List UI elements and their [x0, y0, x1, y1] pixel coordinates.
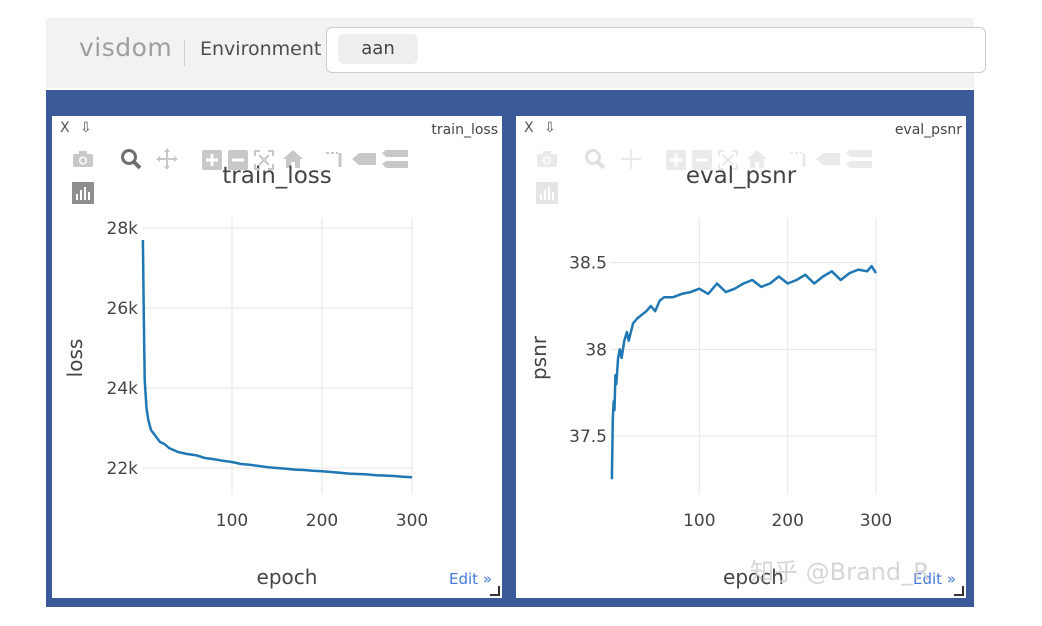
- hover-closest-icon[interactable]: [352, 152, 376, 166]
- series-line[interactable]: [141, 239, 413, 479]
- zoom-in-icon[interactable]: [202, 150, 222, 170]
- y-tick-label: 24k: [107, 379, 139, 399]
- hover-compare-icon[interactable]: [846, 149, 872, 169]
- plot-modebar: [68, 146, 488, 206]
- environment-tag[interactable]: aan: [338, 34, 418, 64]
- plot-pane-eval-psnr: X ⇩ eval_psnr: [516, 116, 966, 598]
- x-tick-label: 300: [860, 511, 892, 531]
- x-tick-label: 200: [771, 511, 803, 531]
- app-brand[interactable]: visdom: [79, 33, 173, 62]
- environment-label: Environment: [200, 38, 322, 60]
- pan-icon[interactable]: [156, 148, 178, 170]
- x-tick-label: 200: [306, 511, 338, 531]
- line-plot[interactable]: train_loss 100 200 300 22k 24k 26k 28k epoch loss: [52, 116, 502, 598]
- workspace: X ⇩ train_loss: [46, 90, 974, 607]
- autoscale-icon[interactable]: [254, 150, 274, 170]
- plot-modebar: [532, 146, 952, 206]
- home-icon[interactable]: [746, 149, 768, 169]
- camera-icon[interactable]: [536, 150, 558, 168]
- zoom-icon[interactable]: [584, 148, 606, 170]
- y-tick-label: 22k: [107, 459, 139, 479]
- zoom-out-icon[interactable]: [228, 150, 248, 170]
- plotly-logo-icon[interactable]: [72, 182, 94, 204]
- y-axis-title: loss: [63, 339, 87, 378]
- hover-closest-icon[interactable]: [816, 152, 840, 166]
- chart-title: train_loss: [222, 163, 331, 189]
- series-line[interactable]: [610, 264, 878, 480]
- close-pane-icon[interactable]: X: [524, 120, 534, 136]
- pane-window-label: train_loss: [431, 122, 498, 138]
- resize-handle-icon[interactable]: [490, 586, 500, 596]
- y-tick-label: 28k: [107, 219, 139, 239]
- x-tick-label: 100: [683, 511, 715, 531]
- download-icon[interactable]: ⇩: [80, 120, 92, 136]
- resize-handle-icon[interactable]: [954, 586, 964, 596]
- y-tick-label: 26k: [107, 299, 139, 319]
- close-pane-icon[interactable]: X: [60, 120, 70, 136]
- camera-icon[interactable]: [72, 150, 94, 168]
- spike-lines-icon[interactable]: [324, 150, 344, 170]
- home-icon[interactable]: [282, 149, 304, 169]
- zoom-icon[interactable]: [120, 148, 142, 170]
- line-plot[interactable]: eval_psnr 100 200 300 37.5 38 38.5 epoch psnr: [516, 116, 966, 598]
- spike-lines-icon[interactable]: [788, 150, 808, 170]
- zoom-in-icon[interactable]: [666, 150, 686, 170]
- x-tick-label: 100: [216, 511, 248, 531]
- zoom-out-icon[interactable]: [692, 150, 712, 170]
- chart-title: eval_psnr: [686, 163, 797, 189]
- y-tick-label: 38.5: [569, 254, 607, 274]
- brand-divider: [184, 40, 185, 66]
- edit-link[interactable]: Edit »: [913, 570, 956, 588]
- edit-link[interactable]: Edit »: [449, 570, 492, 588]
- x-axis-title: epoch: [257, 565, 318, 589]
- x-tick-label: 300: [396, 511, 428, 531]
- download-icon[interactable]: ⇩: [544, 120, 556, 136]
- top-bar: visdom Environment aan: [46, 18, 986, 88]
- environment-selector[interactable]: aan: [326, 27, 986, 73]
- y-tick-label: 37.5: [569, 427, 607, 447]
- pane-window-label: eval_psnr: [894, 122, 962, 138]
- pan-icon[interactable]: [620, 148, 642, 170]
- autoscale-icon[interactable]: [718, 150, 738, 170]
- hover-compare-icon[interactable]: [382, 149, 408, 169]
- x-axis-title: epoch: [723, 565, 784, 589]
- y-tick-label: 38: [585, 340, 607, 360]
- plot-pane-train-loss: X ⇩ train_loss: [52, 116, 502, 598]
- plotly-logo-icon[interactable]: [536, 182, 558, 204]
- y-axis-title: psnr: [527, 335, 551, 380]
